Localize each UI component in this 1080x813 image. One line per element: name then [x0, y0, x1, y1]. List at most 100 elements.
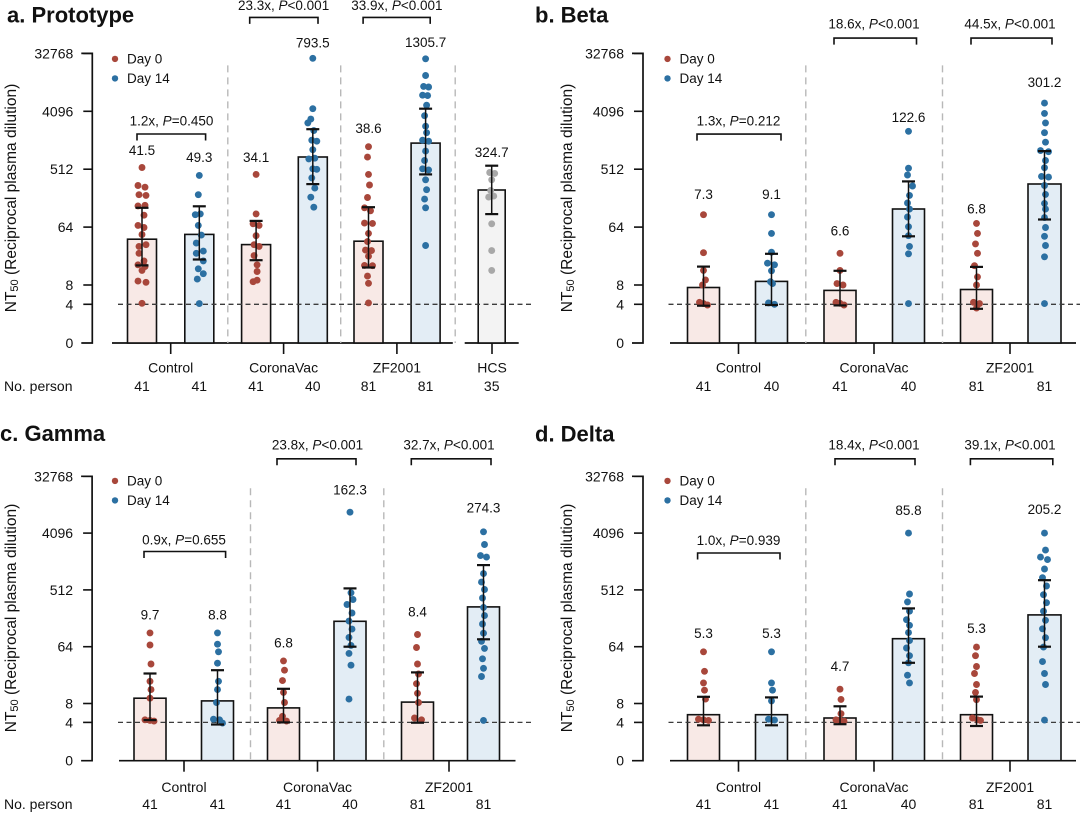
svg-text:0.9x, P=0.655: 0.9x, P=0.655 [142, 533, 226, 548]
svg-text:Day 14: Day 14 [680, 493, 723, 508]
svg-text:44.5x, P<0.001: 44.5x, P<0.001 [964, 17, 1055, 32]
svg-text:4096: 4096 [593, 103, 624, 119]
svg-text:1.0x, P=0.939: 1.0x, P=0.939 [697, 533, 781, 548]
svg-text:35: 35 [484, 378, 500, 394]
svg-text:512: 512 [50, 582, 74, 598]
svg-text:41: 41 [134, 378, 150, 394]
svg-text:CoronaVac: CoronaVac [839, 779, 908, 795]
svg-text:a. Prototype: a. Prototype [7, 3, 134, 28]
svg-text:40: 40 [901, 378, 917, 394]
svg-text:64: 64 [608, 219, 624, 235]
svg-text:33.9x, P<0.001: 33.9x, P<0.001 [351, 0, 442, 13]
svg-text:d. Delta: d. Delta [535, 422, 615, 447]
svg-text:162.3: 162.3 [333, 483, 367, 498]
svg-text:34.1: 34.1 [243, 150, 269, 165]
svg-text:81: 81 [418, 378, 434, 394]
svg-text:ZF2001: ZF2001 [425, 779, 473, 795]
svg-text:1.3x, P=0.212: 1.3x, P=0.212 [697, 114, 781, 129]
svg-text:6.8: 6.8 [967, 202, 986, 217]
svg-text:5.3: 5.3 [762, 626, 781, 641]
svg-text:0: 0 [65, 753, 73, 769]
svg-text:1305.7: 1305.7 [405, 35, 446, 50]
svg-text:Day 0: Day 0 [680, 52, 715, 67]
svg-text:NT50 (Reciprocal plasma diluti: NT50 (Reciprocal plasma dilution) [3, 84, 21, 312]
svg-text:41: 41 [276, 796, 292, 812]
svg-text:No. person: No. person [4, 796, 72, 812]
svg-text:HCS: HCS [477, 360, 507, 376]
svg-text:41: 41 [832, 796, 848, 812]
svg-text:40: 40 [901, 796, 917, 812]
svg-text:40: 40 [305, 378, 321, 394]
svg-text:Day 0: Day 0 [127, 52, 162, 67]
svg-text:38.6: 38.6 [355, 121, 381, 136]
svg-text:0: 0 [616, 753, 624, 769]
svg-text:512: 512 [601, 161, 625, 177]
svg-text:274.3: 274.3 [467, 501, 501, 516]
svg-text:64: 64 [58, 639, 74, 655]
svg-text:0: 0 [616, 335, 624, 351]
svg-text:41: 41 [142, 796, 158, 812]
svg-text:81: 81 [1037, 796, 1053, 812]
svg-text:Control: Control [161, 779, 206, 795]
svg-text:b. Beta: b. Beta [535, 3, 609, 28]
svg-text:Day 14: Day 14 [680, 71, 723, 86]
svg-text:324.7: 324.7 [475, 145, 509, 160]
svg-text:8: 8 [65, 696, 73, 712]
svg-text:8: 8 [66, 277, 74, 293]
svg-text:512: 512 [50, 161, 74, 177]
svg-text:205.2: 205.2 [1028, 502, 1062, 517]
svg-text:Control: Control [716, 360, 761, 376]
svg-text:CoronaVac: CoronaVac [283, 779, 352, 795]
svg-text:CoronaVac: CoronaVac [249, 360, 318, 376]
svg-text:32768: 32768 [34, 468, 73, 484]
svg-text:CoronaVac: CoronaVac [839, 360, 908, 376]
svg-text:41.5: 41.5 [129, 143, 155, 158]
svg-text:122.6: 122.6 [892, 110, 926, 125]
svg-text:8: 8 [616, 277, 624, 293]
svg-text:301.2: 301.2 [1028, 75, 1062, 90]
svg-text:81: 81 [1037, 378, 1053, 394]
svg-text:0: 0 [66, 335, 74, 351]
svg-text:64: 64 [58, 219, 74, 235]
svg-text:Day 14: Day 14 [127, 493, 170, 508]
svg-text:41: 41 [832, 378, 848, 394]
svg-text:41: 41 [696, 378, 712, 394]
svg-text:49.3: 49.3 [186, 150, 212, 165]
svg-text:6.8: 6.8 [274, 636, 293, 651]
svg-text:40: 40 [342, 796, 358, 812]
svg-text:4: 4 [616, 714, 624, 730]
svg-text:4: 4 [66, 296, 74, 312]
svg-text:18.4x, P<0.001: 18.4x, P<0.001 [828, 438, 919, 453]
svg-text:41: 41 [696, 796, 712, 812]
svg-text:NT50 (Reciprocal plasma diluti: NT50 (Reciprocal plasma dilution) [559, 504, 577, 732]
svg-text:5.3: 5.3 [967, 621, 986, 636]
svg-text:6.6: 6.6 [831, 224, 850, 239]
svg-text:32768: 32768 [585, 45, 624, 61]
svg-text:81: 81 [361, 378, 377, 394]
svg-text:ZF2001: ZF2001 [986, 360, 1034, 376]
svg-text:40: 40 [764, 378, 780, 394]
svg-text:23.3x, P<0.001: 23.3x, P<0.001 [238, 0, 329, 13]
svg-text:41: 41 [248, 378, 264, 394]
svg-text:Control: Control [148, 360, 193, 376]
svg-text:81: 81 [969, 378, 985, 394]
svg-text:18.6x, P<0.001: 18.6x, P<0.001 [828, 17, 919, 32]
svg-text:Day 14: Day 14 [127, 71, 170, 86]
svg-text:ZF2001: ZF2001 [986, 779, 1034, 795]
svg-text:23.8x, P<0.001: 23.8x, P<0.001 [272, 438, 363, 453]
svg-text:8.8: 8.8 [208, 608, 227, 623]
svg-text:81: 81 [410, 796, 426, 812]
svg-text:7.3: 7.3 [694, 187, 713, 202]
svg-text:4096: 4096 [593, 525, 624, 541]
svg-text:4096: 4096 [42, 525, 73, 541]
svg-text:64: 64 [608, 639, 624, 655]
svg-text:Day 0: Day 0 [127, 474, 162, 489]
svg-text:9.7: 9.7 [141, 608, 160, 623]
svg-text:41: 41 [764, 796, 780, 812]
svg-text:8: 8 [616, 696, 624, 712]
svg-text:4.7: 4.7 [831, 659, 850, 674]
svg-text:4: 4 [65, 714, 73, 730]
svg-text:Day 0: Day 0 [680, 474, 715, 489]
svg-text:32768: 32768 [585, 468, 624, 484]
svg-text:1.2x, P=0.450: 1.2x, P=0.450 [130, 114, 214, 129]
